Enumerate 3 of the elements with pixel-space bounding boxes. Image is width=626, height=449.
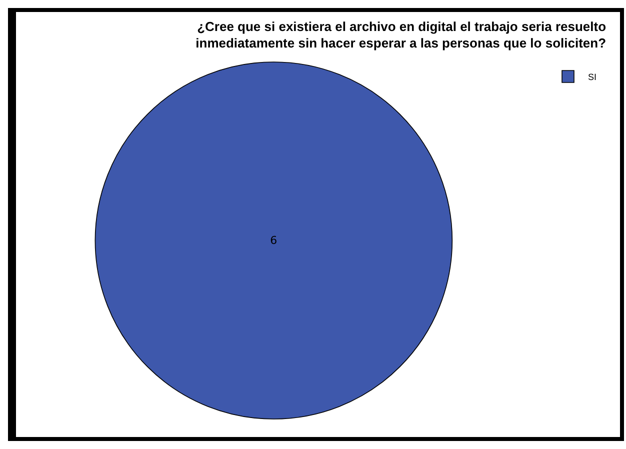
chart-title: ¿Cree que si existiera el archivo en digital el trabajo seria resuelto inmediatamente sin hacer esperar a las personas que lo soliciten? [196, 18, 606, 51]
data-label: 6 [270, 234, 278, 247]
legend-label: SI [588, 72, 597, 82]
